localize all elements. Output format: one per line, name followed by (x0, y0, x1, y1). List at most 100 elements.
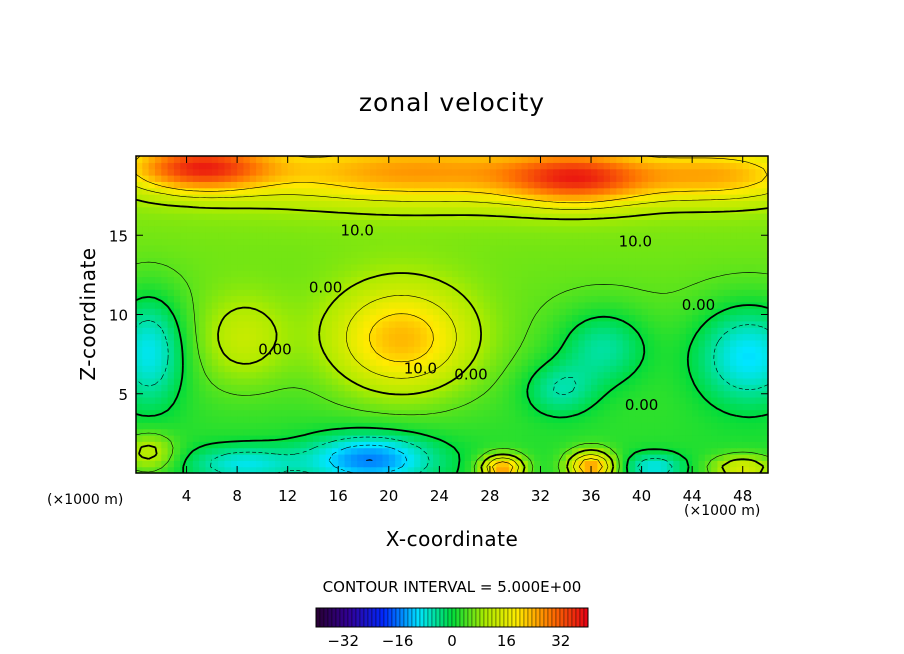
field-cell (420, 371, 428, 379)
field-cell (369, 308, 377, 316)
field-cell (205, 403, 213, 411)
field-cell (376, 365, 384, 373)
field-cell (433, 270, 440, 278)
field-cell (635, 358, 643, 366)
field-cell (559, 194, 567, 201)
field-cell (723, 415, 731, 423)
field-cell (338, 365, 346, 373)
field-cell (148, 263, 156, 271)
field-cell (584, 320, 592, 328)
field-cell (414, 365, 421, 373)
field-cell (470, 276, 478, 284)
field-cell (262, 365, 270, 373)
field-cell (211, 339, 219, 347)
field-cell (445, 466, 453, 474)
field-cell (230, 251, 238, 259)
field-cell (723, 308, 731, 316)
field-cell (565, 238, 573, 246)
field-cell (369, 257, 377, 265)
field-cell (439, 181, 447, 189)
field-cell (433, 327, 440, 335)
field-cell (186, 358, 194, 366)
field-cell (243, 282, 251, 290)
field-cell (730, 333, 737, 341)
field-cell (224, 276, 232, 284)
field-cell (205, 238, 213, 246)
field-cell (711, 301, 719, 309)
field-cell (534, 301, 542, 309)
field-cell (445, 415, 453, 423)
field-cell (338, 327, 346, 335)
field-cell (546, 384, 554, 392)
field-cell (136, 441, 143, 449)
field-cell (262, 244, 270, 252)
field-cell (647, 358, 655, 366)
field-cell (673, 346, 681, 354)
field-cell (407, 181, 415, 189)
field-cell (426, 428, 434, 436)
field-cell (647, 422, 655, 430)
field-cell (224, 175, 232, 182)
field-cell (319, 289, 327, 297)
field-cell (730, 396, 737, 404)
field-cell (338, 200, 346, 208)
field-cell (685, 409, 693, 417)
field-cell (294, 238, 301, 246)
field-cell (275, 187, 282, 195)
field-cell (414, 314, 421, 322)
field-cell (433, 339, 440, 347)
field-cell (749, 289, 756, 297)
field-cell (540, 396, 548, 404)
field-cell (616, 339, 624, 347)
field-cell (635, 441, 643, 449)
field-cell (527, 390, 535, 398)
field-cell (186, 415, 194, 423)
field-cell (540, 270, 548, 278)
field-cell (515, 447, 523, 455)
field-cell (704, 238, 712, 246)
field-cell (186, 213, 194, 220)
field-cell (300, 460, 308, 468)
field-cell (154, 333, 162, 341)
field-cell (534, 168, 542, 176)
field-cell (464, 320, 472, 328)
field-cell (407, 244, 415, 252)
field-cell (338, 320, 346, 328)
field-cell (723, 213, 731, 220)
field-cell (635, 225, 643, 233)
field-cell (268, 403, 276, 411)
field-cell (527, 320, 535, 328)
field-cell (464, 181, 472, 189)
field-cell (306, 175, 314, 182)
field-cell (275, 270, 282, 278)
field-cell (654, 390, 662, 398)
field-cell (559, 187, 567, 195)
field-cell (142, 219, 150, 227)
field-cell (711, 409, 719, 417)
field-cell (363, 187, 371, 195)
field-cell (243, 403, 251, 411)
field-cell (281, 358, 289, 366)
field-cell (382, 365, 390, 373)
field-cell (534, 213, 542, 220)
field-cell (452, 377, 459, 385)
field-cell (578, 396, 586, 404)
field-cell (616, 301, 624, 309)
field-cell (357, 219, 365, 227)
field-cell (540, 441, 548, 449)
field-cell (749, 244, 756, 252)
field-cell (673, 156, 681, 163)
field-cell (199, 200, 207, 208)
field-cell (597, 384, 605, 392)
field-cell (483, 320, 491, 328)
field-cell (508, 352, 516, 360)
field-cell (262, 339, 270, 347)
field-cell (414, 339, 421, 347)
field-cell (704, 282, 712, 290)
field-cell (565, 206, 573, 214)
field-cell (489, 377, 497, 385)
field-cell (224, 460, 232, 468)
field-cell (736, 238, 744, 246)
field-cell (489, 390, 497, 398)
field-cell (749, 327, 756, 335)
